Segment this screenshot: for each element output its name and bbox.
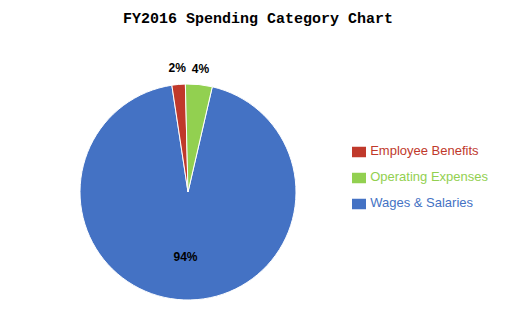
html-text:FY2016 Spending Category Chart: FY2016 Spending Category Chart: [123, 11, 393, 28]
svg-text:2%: 2%: [169, 61, 187, 75]
html-text:Employee Benefits: Employee Benefits: [370, 143, 479, 158]
html-text:Wages & Salaries: Wages & Salaries: [370, 195, 473, 210]
html-text:Operating Expenses: Operating Expenses: [370, 169, 488, 184]
svg-text:94%: 94%: [173, 250, 197, 264]
svg-text:4%: 4%: [192, 62, 210, 76]
